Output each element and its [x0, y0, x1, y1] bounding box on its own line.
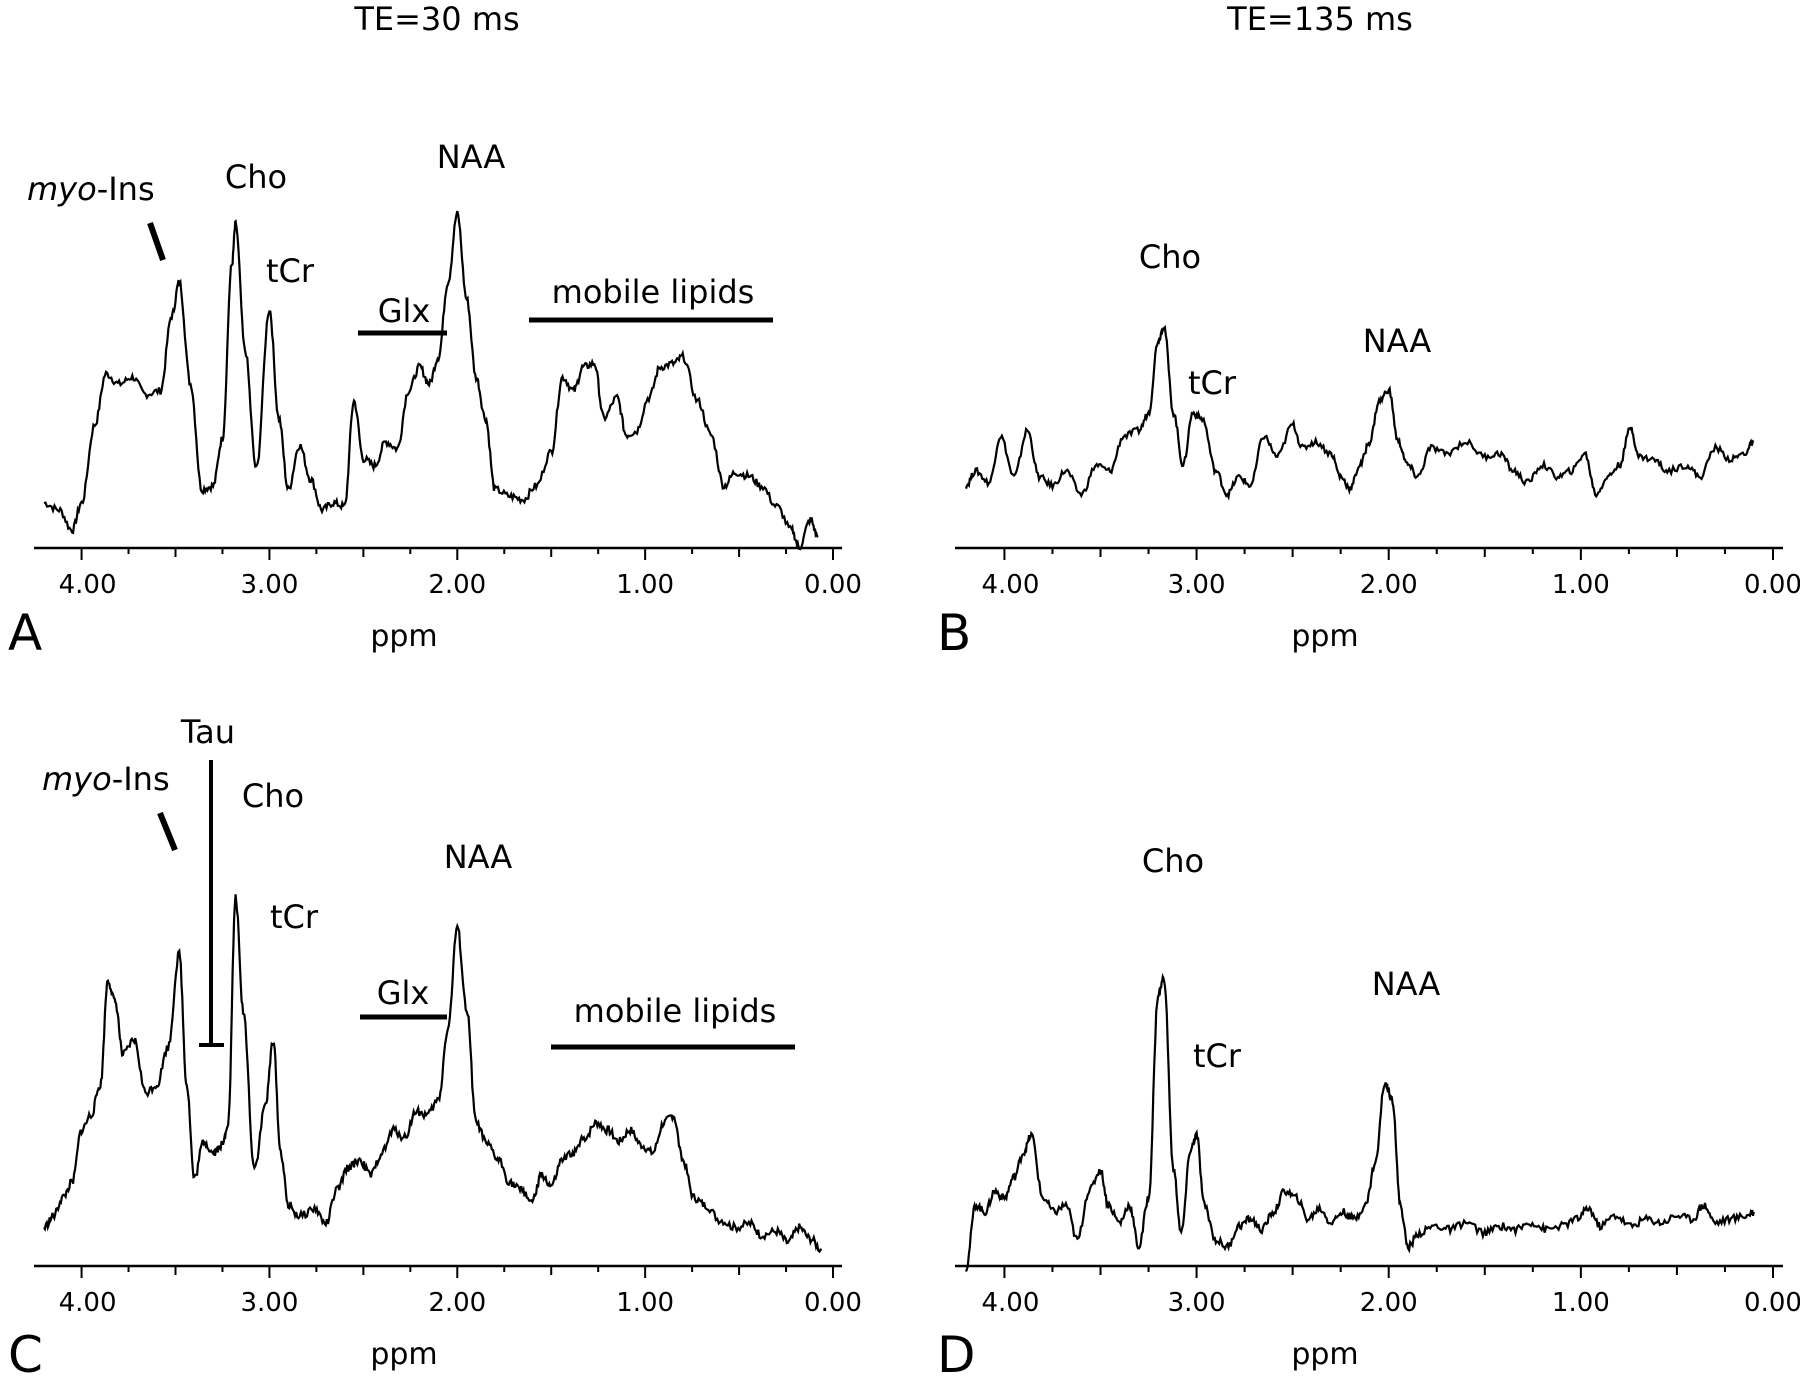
panel-a: 4.00 3.00 2.00 1.00 0.00 ppm A myo-Ins Cho t… — [8, 138, 862, 662]
peak-label-cho-c: Cho — [242, 777, 304, 815]
x-tick-label: 2.00 — [428, 570, 486, 600]
panel-label-d: D — [937, 1326, 976, 1380]
x-tick-label: 4.00 — [59, 570, 117, 600]
x-tick-label: 1.00 — [1552, 570, 1610, 600]
spectrum-trace-a — [43, 210, 819, 551]
spectrum-trace-b — [964, 324, 1755, 501]
panel-label-c: C — [8, 1326, 43, 1380]
panel-c: 4.00 3.00 2.00 1.00 0.00 ppm C Tau myo-Ins C… — [8, 713, 862, 1380]
x-tick-label: 4.00 — [981, 1288, 1039, 1318]
x-tick-label: 2.00 — [1360, 570, 1418, 600]
column-title-te30: TE=30 ms — [353, 0, 519, 38]
peak-label-myo-ins-c: myo-Ins — [42, 760, 170, 798]
x-axis-label-b: ppm — [1291, 619, 1358, 654]
x-tick-label: 3.00 — [240, 570, 298, 600]
x-tick-label: 3.00 — [240, 1288, 298, 1318]
panel-label-a: A — [8, 604, 42, 662]
spectrum-trace-d — [964, 972, 1755, 1272]
x-tick-label: 3.00 — [1168, 1288, 1226, 1318]
peak-label-glx-c: Glx — [377, 974, 430, 1012]
panel-d: 4.00 3.00 2.00 1.00 0.00 ppm D Cho tCr NAA — [937, 842, 1800, 1380]
peak-label-cho-a: Cho — [225, 158, 287, 196]
x-tick-label: 2.00 — [1360, 1288, 1418, 1318]
x-tick-label: 1.00 — [1552, 1288, 1610, 1318]
peak-label-cho-d: Cho — [1142, 842, 1204, 880]
x-axis-label-c: ppm — [370, 1337, 437, 1372]
x-tick-label: 4.00 — [981, 570, 1039, 600]
myo-ins-pointer-c — [157, 811, 178, 852]
x-tick-label: 1.00 — [616, 1288, 674, 1318]
x-tick-label: 2.00 — [428, 1288, 486, 1318]
peak-label-mobile-lipids-c: mobile lipids — [574, 992, 777, 1030]
x-axis-label-d: ppm — [1291, 1337, 1358, 1372]
peak-label-mobile-lipids-a: mobile lipids — [552, 273, 755, 311]
peak-label-tcr-a: tCr — [266, 252, 315, 290]
x-tick-label: 3.00 — [1168, 570, 1226, 600]
peak-label-naa-b: NAA — [1363, 322, 1432, 360]
panel-label-b: B — [937, 604, 971, 662]
peak-label-glx-a: Glx — [378, 292, 431, 330]
peak-label-tcr-d: tCr — [1193, 1037, 1242, 1075]
peak-label-cho-b: Cho — [1139, 238, 1201, 276]
x-tick-label: 1.00 — [616, 570, 674, 600]
x-tick-label: 0.00 — [804, 1288, 862, 1318]
spectrum-trace-c — [43, 894, 823, 1254]
panel-b: 4.00 3.00 2.00 1.00 0.00 ppm B Cho tCr NAA — [937, 238, 1800, 662]
peak-label-naa-a: NAA — [437, 138, 506, 176]
myo-ins-pointer-a — [147, 222, 166, 261]
x-tick-label: 4.00 — [59, 1288, 117, 1318]
x-tick-label: 0.00 — [804, 570, 862, 600]
peak-label-tau-c: Tau — [180, 713, 235, 751]
x-axis-label-a: ppm — [370, 619, 437, 654]
x-tick-label: 0.00 — [1744, 570, 1800, 600]
peak-label-tcr-c: tCr — [270, 898, 319, 936]
peak-label-naa-c: NAA — [444, 838, 513, 876]
column-title-te135: TE=135 ms — [1226, 0, 1413, 38]
x-tick-label: 0.00 — [1744, 1288, 1800, 1318]
peak-label-myo-ins-a: myo-Ins — [27, 170, 155, 208]
peak-label-naa-d: NAA — [1372, 965, 1441, 1003]
peak-label-tcr-b: tCr — [1188, 364, 1237, 402]
